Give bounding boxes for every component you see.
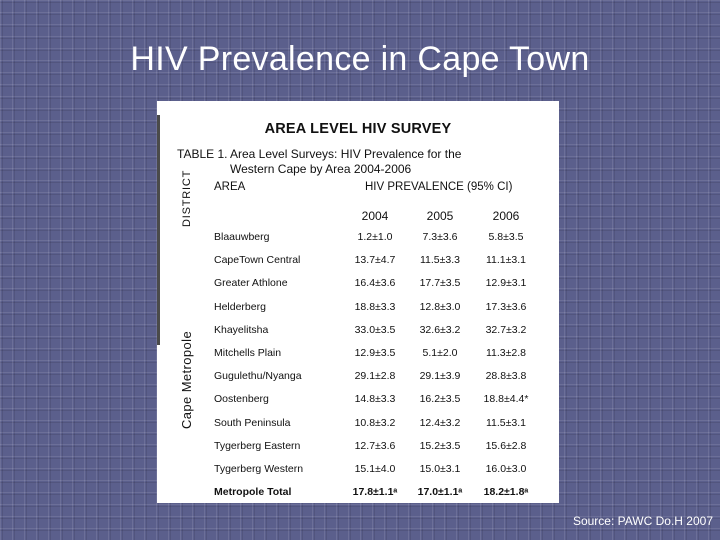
slide-title: HIV Prevalence in Cape Town xyxy=(130,40,590,78)
prevalence-2004: 17.8±1.1ᵃ xyxy=(352,486,398,498)
prevalence-2006: 11.1±3.1 xyxy=(485,254,527,266)
table-caption: TABLE 1. Area Level Surveys: HIV Prevalen… xyxy=(177,147,461,177)
table-row: Helderberg 18.8±3.3 12.8±3.0 17.3±3.6 xyxy=(157,301,559,319)
area-name: Gugulethu/Nyanga xyxy=(214,370,302,382)
table-row: Tygerberg Eastern 12.7±3.6 15.2±3.5 15.6±2.… xyxy=(157,440,559,458)
prevalence-2004: 29.1±2.8 xyxy=(354,370,396,382)
prevalence-2005: 11.5±3.3 xyxy=(419,254,461,266)
hiv-prevalence-header: HIV PREVALENCE (95% CI) xyxy=(365,181,513,193)
scan-edge xyxy=(157,115,160,345)
year-header-2005: 2005 xyxy=(426,209,454,223)
source-note: Source: PAWC Do.H 2007 xyxy=(572,514,713,528)
area-name: Mitchells Plain xyxy=(214,347,282,359)
table-row: Blaauwberg 1.2±1.0 7.3±3.6 5.8±3.5 xyxy=(157,231,559,249)
prevalence-2006: 12.9±3.1 xyxy=(485,277,527,289)
prevalence-2004: 18.8±3.3 xyxy=(354,301,396,313)
year-header-2004: 2004 xyxy=(361,209,389,223)
prevalence-2006: 18.8±4.4* xyxy=(483,393,529,405)
prevalence-2005: 17.7±3.5 xyxy=(419,277,461,289)
table-row: Mitchells Plain 12.9±3.5 5.1±2.0 11.3±2.8 xyxy=(157,347,559,365)
area-name: Oostenberg xyxy=(214,393,269,405)
prevalence-2004: 10.8±3.2 xyxy=(354,417,396,429)
prevalence-2004: 33.0±3.5 xyxy=(354,324,396,336)
table-row: Oostenberg 14.8±3.3 16.2±3.5 18.8±4.4* xyxy=(157,393,559,411)
area-name: Helderberg xyxy=(214,301,266,313)
prevalence-2006: 18.2±1.8ᵃ xyxy=(483,486,529,498)
prevalence-2005: 5.1±2.0 xyxy=(422,347,458,359)
prevalence-2006: 32.7±3.2 xyxy=(485,324,527,336)
prevalence-2006: 11.5±3.1 xyxy=(485,417,527,429)
area-name: Greater Athlone xyxy=(214,277,288,289)
total-row: Metropole Total 17.8±1.1ᵃ 17.0±1.1ᵃ 18.2±1.… xyxy=(157,486,559,503)
prevalence-2006: 17.3±3.6 xyxy=(485,301,527,313)
prevalence-2004: 14.8±3.3 xyxy=(354,393,396,405)
prevalence-2004: 13.7±4.7 xyxy=(354,254,396,266)
prevalence-2004: 12.7±3.6 xyxy=(354,440,396,452)
area-name: Tygerberg Western xyxy=(214,463,304,475)
table-row: Greater Athlone 16.4±3.6 17.7±3.5 12.9±3.1 xyxy=(157,277,559,295)
prevalence-2004: 1.2±1.0 xyxy=(357,231,393,243)
area-name: South Peninsula xyxy=(214,417,291,429)
table-row: Gugulethu/Nyanga 29.1±2.8 29.1±3.9 28.8±3.8 xyxy=(157,370,559,388)
prevalence-2004: 12.9±3.5 xyxy=(354,347,396,359)
area-name: Blaauwberg xyxy=(214,231,270,243)
prevalence-2005: 15.0±3.1 xyxy=(419,463,461,475)
prevalence-2006: 28.8±3.8 xyxy=(485,370,527,382)
prevalence-2005: 32.6±3.2 xyxy=(419,324,461,336)
district-label: DISTRICT xyxy=(181,169,193,227)
prevalence-2005: 7.3±3.6 xyxy=(422,231,458,243)
caption-line-1: Area Level Surveys: HIV Prevalence for t… xyxy=(230,147,462,161)
prevalence-2005: 15.2±3.5 xyxy=(419,440,461,452)
area-column-header: AREA xyxy=(214,181,246,193)
year-header-2006: 2006 xyxy=(492,209,520,223)
prevalence-2004: 16.4±3.6 xyxy=(354,277,396,289)
prevalence-2005: 17.0±1.1ᵃ xyxy=(417,486,463,498)
area-name: Tygerberg Eastern xyxy=(214,440,301,452)
caption-line-2: Western Cape by Area 2004-2006 xyxy=(230,162,412,176)
area-name: Khayelitsha xyxy=(214,324,269,336)
prevalence-2006: 15.6±2.8 xyxy=(485,440,527,452)
survey-heading: AREA LEVEL HIV SURVEY xyxy=(264,121,452,137)
table-row: CapeTown Central 13.7±4.7 11.5±3.3 11.1±3.1 xyxy=(157,254,559,272)
prevalence-2006: 11.3±2.8 xyxy=(485,347,527,359)
table-row: Khayelitsha 33.0±3.5 32.6±3.2 32.7±3.2 xyxy=(157,324,559,342)
table-row: South Peninsula 10.8±3.2 12.4±3.2 11.5±3.1 xyxy=(157,417,559,435)
area-name: CapeTown Central xyxy=(214,254,301,266)
prevalence-2005: 16.2±3.5 xyxy=(419,393,461,405)
prevalence-2006: 16.0±3.0 xyxy=(485,463,527,475)
prevalence-2005: 29.1±3.9 xyxy=(419,370,461,382)
area-name: Metropole Total xyxy=(214,486,292,498)
table-row: Tygerberg Western 15.1±4.0 15.0±3.1 16.0±3.… xyxy=(157,463,559,481)
prevalence-2004: 15.1±4.0 xyxy=(354,463,396,475)
prevalence-2006: 5.8±3.5 xyxy=(488,231,524,243)
prevalence-2005: 12.4±3.2 xyxy=(419,417,461,429)
survey-table-image: AREA LEVEL HIV SURVEY TABLE 1. Area Level… xyxy=(157,101,559,503)
table-number: TABLE 1. xyxy=(177,147,228,161)
prevalence-2005: 12.8±3.0 xyxy=(419,301,461,313)
